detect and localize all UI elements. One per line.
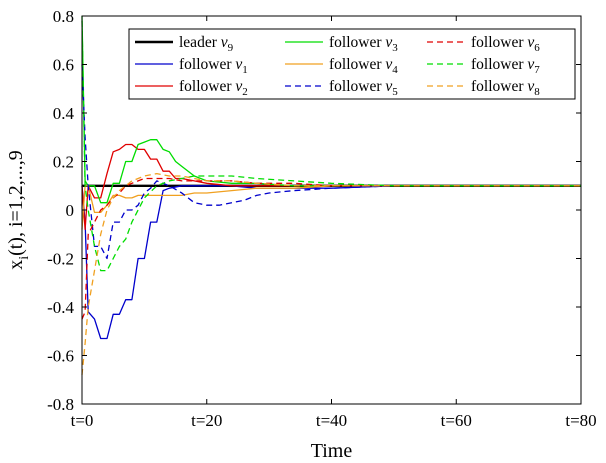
legend-label-2: follower v1 [179, 56, 248, 76]
legend-label-3: follower v2 [179, 78, 248, 98]
series-line-9 [81, 172, 581, 375]
y-tick-label: 0.2 [53, 153, 74, 172]
y-axis-title: xi(t), i=1,2,...,9 [5, 150, 32, 270]
x-tick-label: t=20 [191, 411, 222, 430]
y-tick-label: -0.6 [47, 347, 74, 366]
legend-label-9: follower v8 [471, 78, 540, 98]
series-line-4 [81, 15, 581, 204]
legend-label-5: follower v4 [329, 56, 398, 76]
y-tick-label: 0.8 [53, 7, 74, 26]
legend-label-4: follower v3 [329, 34, 398, 54]
x-tick-label: t=40 [316, 411, 347, 430]
x-tick-label: t=0 [71, 411, 94, 430]
legend-label-7: follower v6 [471, 34, 540, 54]
legend-label-8: follower v7 [471, 56, 540, 76]
y-tick-label: -0.2 [47, 250, 74, 269]
series-line-2 [81, 185, 581, 340]
series-layer [81, 15, 581, 375]
legend-label-1: leader v9 [179, 34, 234, 54]
ticks-layer: t=0 t=20 t=40 t=60 t=80 -0.8 -0.6 -0.4 -0.2 0 0.2 0… [47, 7, 597, 430]
legend-box [128, 28, 576, 100]
y-tick-label: 0.6 [53, 56, 74, 75]
legend-label-6: follower v5 [329, 78, 398, 98]
x-axis-title: Time [311, 440, 353, 462]
series-line-7 [81, 177, 581, 320]
x-tick-label: t=80 [565, 411, 596, 430]
y-tick-label: 0.4 [53, 104, 75, 123]
series-line-8 [81, 20, 581, 272]
y-tick-label: -0.8 [47, 395, 74, 414]
series-line-6 [81, 64, 581, 260]
y-tick-label: -0.4 [47, 298, 74, 317]
x-tick-label: t=60 [441, 411, 472, 430]
y-tick-label: 0 [66, 201, 75, 220]
